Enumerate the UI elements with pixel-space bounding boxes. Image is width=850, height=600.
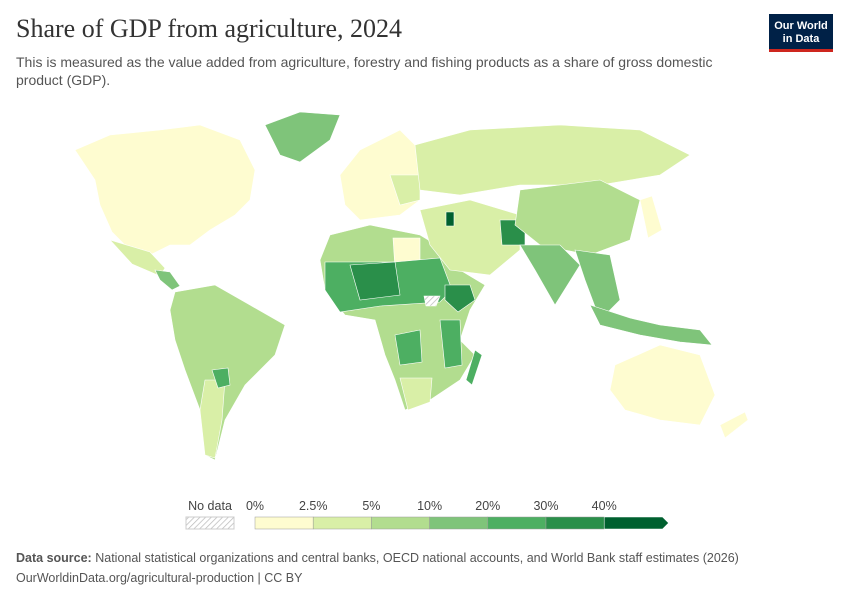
- countries: [74, 111, 749, 461]
- legend-no-data-label: No data: [188, 499, 232, 513]
- legend-label: 10%: [417, 499, 442, 513]
- north-america[interactable]: [74, 124, 256, 256]
- greenland[interactable]: [264, 111, 341, 163]
- australia[interactable]: [609, 344, 716, 426]
- madagascar[interactable]: [465, 349, 483, 386]
- mali-niger[interactable]: [349, 261, 401, 301]
- legend-label: 30%: [533, 499, 558, 513]
- india[interactable]: [519, 244, 581, 306]
- source-text: National statistical organizations and c…: [95, 551, 739, 565]
- legend-label: 2.5%: [299, 499, 328, 513]
- legend-swatch: [312, 516, 372, 530]
- logo-line: Our World: [774, 20, 828, 32]
- russia[interactable]: [414, 124, 691, 196]
- southern-africa[interactable]: [399, 377, 433, 411]
- syria[interactable]: [445, 211, 455, 227]
- legend-no-data-swatch: [185, 516, 235, 530]
- legend: No data 0% 2.5% 5% 10% 20% 30% 40%: [185, 499, 669, 530]
- logo[interactable]: Our World in Data: [769, 14, 833, 52]
- url[interactable]: OurWorldinData.org/agricultural-producti…: [16, 571, 303, 585]
- source: Data source: National statistical organi…: [16, 548, 739, 568]
- indonesia[interactable]: [589, 304, 713, 346]
- legend-swatch: [371, 516, 430, 530]
- footer: Data source: National statistical organi…: [16, 548, 739, 588]
- legend-swatch: [487, 516, 547, 530]
- japan[interactable]: [639, 195, 663, 239]
- world-map: No data 0% 2.5% 5% 10% 20% 30% 40%: [74, 111, 749, 530]
- new-zealand[interactable]: [719, 411, 749, 439]
- central-america[interactable]: [154, 269, 181, 291]
- argentina[interactable]: [199, 379, 226, 459]
- east-africa[interactable]: [439, 319, 463, 369]
- legend-swatch: [429, 516, 489, 530]
- legend-label: 20%: [475, 499, 500, 513]
- china[interactable]: [514, 179, 641, 256]
- legend-swatch: [254, 516, 314, 530]
- title: Share of GDP from agriculture, 2024: [16, 14, 403, 43]
- logo-line: in Data: [782, 33, 820, 45]
- ethiopia[interactable]: [444, 284, 476, 313]
- no-data-area[interactable]: [423, 295, 441, 307]
- paraguay[interactable]: [211, 367, 231, 389]
- legend-label: 0%: [246, 499, 264, 513]
- legend-swatch: [603, 516, 669, 530]
- legend-swatch: [545, 516, 605, 530]
- source-label: Data source:: [16, 551, 92, 565]
- middle-east[interactable]: [419, 199, 521, 276]
- drc[interactable]: [394, 329, 423, 366]
- subtitle: This is measured as the value added from…: [16, 54, 713, 88]
- southeast-asia[interactable]: [574, 249, 621, 321]
- eastern-europe[interactable]: [389, 174, 421, 206]
- legend-label: 40%: [592, 499, 617, 513]
- legend-label: 5%: [362, 499, 380, 513]
